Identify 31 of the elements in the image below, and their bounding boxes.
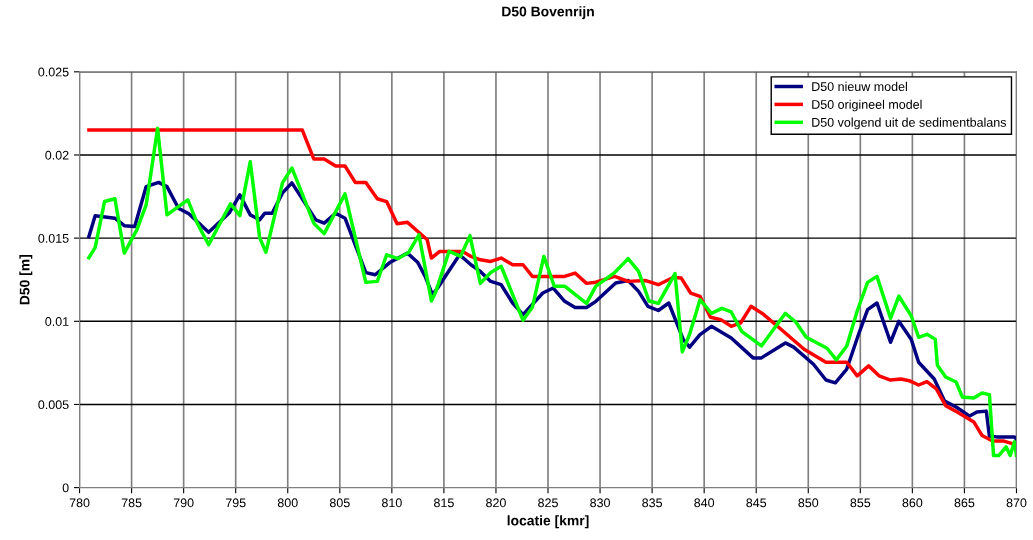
y-tick-label: 0 — [62, 483, 69, 493]
x-tick-label: 810 — [381, 498, 402, 508]
legend-label: D50 origineel model — [812, 99, 922, 112]
x-tick-label: 865 — [954, 498, 975, 508]
x-tick-label: 825 — [538, 498, 558, 508]
x-tick-label: 785 — [121, 498, 142, 508]
x-tick-label: 790 — [173, 498, 194, 508]
y-tick-label: 0.01 — [45, 317, 69, 326]
chart-title: D50 Bovenrijn — [502, 6, 594, 20]
x-tick-label: 815 — [434, 498, 454, 508]
x-tick-label: 805 — [329, 498, 350, 508]
x-tick-label: 870 — [1006, 498, 1027, 508]
x-tick-label: 830 — [590, 498, 610, 508]
x-tick-label: 850 — [798, 498, 819, 508]
x-tick-label: 800 — [277, 498, 298, 508]
legend-label: D50 nieuw model — [812, 81, 907, 91]
x-tick-label: 780 — [69, 498, 90, 508]
y-tick-label: 0.015 — [38, 233, 69, 243]
x-axis-title: locatie [kmr] — [507, 515, 589, 529]
x-tick-label: 840 — [694, 498, 715, 508]
x-tick-label: 845 — [746, 498, 767, 508]
x-tick-label: 795 — [225, 498, 246, 508]
y-axis-title: D50 [m] — [19, 255, 33, 305]
x-tick-label: 835 — [642, 498, 663, 508]
legend-label: D50 volgend uit de sedimentbalans — [812, 117, 1007, 130]
x-tick-label: 855 — [850, 498, 871, 508]
y-tick-label: 0.02 — [45, 150, 69, 160]
x-tick-label: 860 — [902, 498, 923, 508]
y-tick-label: 0.005 — [38, 400, 69, 410]
y-tick-label: 0.025 — [38, 67, 69, 77]
x-tick-label: 820 — [486, 498, 506, 508]
